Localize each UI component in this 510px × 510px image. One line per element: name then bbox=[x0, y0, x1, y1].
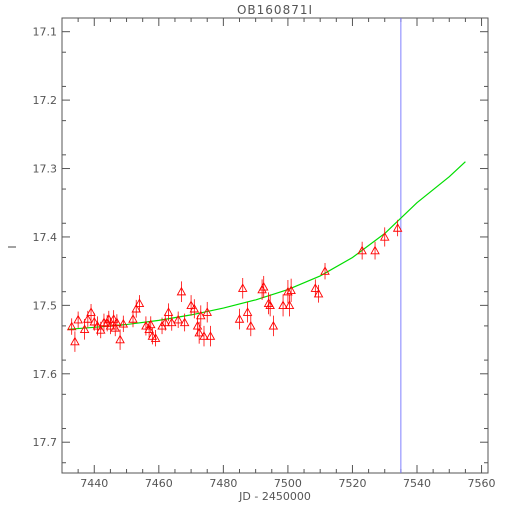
y-axis-label: I bbox=[6, 245, 19, 248]
data-point bbox=[392, 223, 403, 232]
data-point bbox=[189, 303, 200, 313]
data-point bbox=[357, 245, 367, 255]
data-points-group bbox=[66, 219, 403, 352]
data-point bbox=[108, 314, 119, 323]
data-point bbox=[83, 314, 93, 323]
data-point bbox=[73, 314, 83, 324]
data-point bbox=[66, 321, 77, 331]
data-point bbox=[234, 314, 245, 323]
data-point bbox=[115, 334, 125, 344]
data-point bbox=[242, 307, 253, 316]
model-curve-group bbox=[68, 161, 466, 330]
data-point bbox=[237, 283, 248, 292]
data-point bbox=[370, 245, 380, 255]
data-point bbox=[145, 319, 156, 329]
x-tick-label: 7560 bbox=[468, 477, 496, 490]
data-point bbox=[131, 303, 141, 313]
data-point bbox=[160, 317, 171, 327]
data-point bbox=[278, 300, 288, 310]
y-tick-label: 17.2 bbox=[33, 94, 58, 107]
data-point bbox=[105, 320, 116, 330]
y-tick-label: 17.4 bbox=[33, 231, 58, 244]
data-point bbox=[286, 285, 296, 294]
x-tick-label: 7540 bbox=[403, 477, 431, 490]
data-point bbox=[283, 286, 293, 296]
data-point bbox=[89, 316, 100, 326]
data-point bbox=[313, 288, 324, 298]
data-point bbox=[284, 300, 295, 310]
data-point bbox=[112, 317, 122, 327]
data-point bbox=[79, 324, 90, 333]
data-point bbox=[95, 325, 106, 334]
data-point bbox=[205, 331, 216, 340]
x-tick-label: 7500 bbox=[274, 477, 302, 490]
data-point bbox=[118, 318, 129, 328]
data-point bbox=[70, 336, 80, 346]
data-point bbox=[199, 331, 209, 340]
data-point bbox=[310, 283, 321, 292]
y-tick-label: 17.5 bbox=[33, 299, 58, 312]
x-tick-label: 7520 bbox=[338, 477, 366, 490]
data-point bbox=[246, 320, 256, 330]
data-point bbox=[173, 314, 183, 324]
data-point bbox=[186, 300, 196, 310]
data-point bbox=[320, 266, 330, 275]
y-tick-label: 17.7 bbox=[33, 436, 58, 449]
data-point bbox=[379, 232, 390, 241]
x-tick-label: 7480 bbox=[209, 477, 237, 490]
data-point bbox=[196, 310, 206, 320]
data-point bbox=[258, 281, 269, 291]
data-point bbox=[128, 314, 138, 323]
y-tick-label: 17.1 bbox=[33, 26, 58, 39]
data-point bbox=[202, 307, 212, 316]
data-point bbox=[166, 317, 177, 327]
x-tick-label: 7440 bbox=[80, 477, 108, 490]
y-tick-label: 17.3 bbox=[33, 163, 58, 176]
axis-ticks: 7440 7460 7480 7500 7520 7540 7560 17.1 17.2 17.3… bbox=[33, 17, 496, 490]
plot-frame bbox=[61, 17, 489, 474]
data-point bbox=[163, 307, 174, 316]
data-point bbox=[176, 286, 187, 296]
data-point bbox=[150, 333, 161, 342]
data-point bbox=[179, 317, 190, 327]
model-fit-line bbox=[68, 161, 466, 330]
data-point bbox=[92, 320, 103, 330]
data-point bbox=[194, 327, 204, 337]
data-point bbox=[265, 300, 275, 310]
data-point bbox=[134, 298, 145, 307]
data-point bbox=[86, 307, 96, 316]
x-tick-label: 7460 bbox=[145, 477, 173, 490]
x-axis-label: JD - 2450000 bbox=[238, 490, 311, 503]
data-point bbox=[268, 320, 279, 330]
y-tick-label: 17.6 bbox=[33, 368, 58, 381]
chart-title: OB160871I bbox=[237, 3, 313, 17]
